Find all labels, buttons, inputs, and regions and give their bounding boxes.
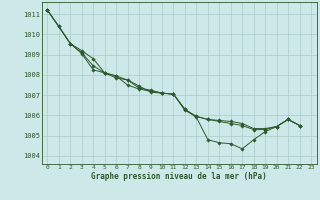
X-axis label: Graphe pression niveau de la mer (hPa): Graphe pression niveau de la mer (hPa): [91, 172, 267, 181]
